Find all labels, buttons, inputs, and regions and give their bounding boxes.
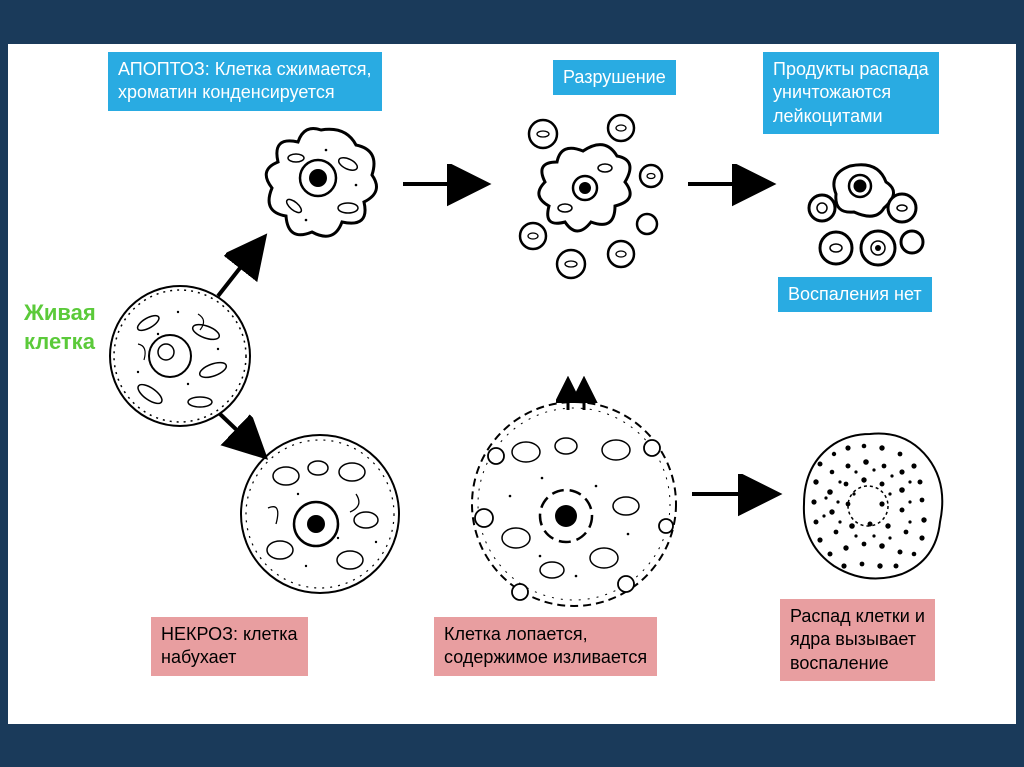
diagram-canvas: Живая клетка АПОПТОЗ: Клетка сжимается, …: [8, 44, 1016, 724]
arrow-living-to-apop: [8, 44, 1016, 724]
